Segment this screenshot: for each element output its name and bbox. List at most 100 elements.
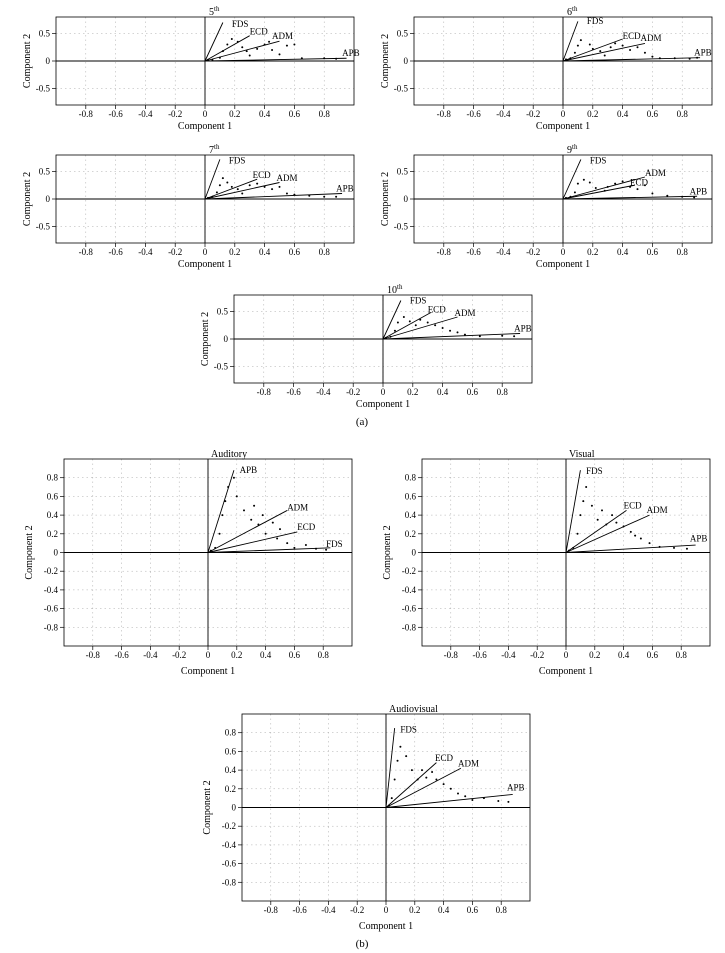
svg-text:0: 0 — [203, 247, 208, 257]
svg-text:0: 0 — [206, 650, 211, 660]
svg-text:0.5: 0.5 — [217, 307, 229, 317]
svg-text:-0.8: -0.8 — [264, 905, 279, 915]
svg-text:-0.2: -0.2 — [168, 247, 182, 257]
svg-text:0.4: 0.4 — [225, 765, 237, 775]
x-axis-label: Component 1 — [536, 121, 590, 132]
vector-label-ecd: ECD — [297, 522, 316, 532]
svg-text:0.6: 0.6 — [405, 491, 417, 501]
svg-text:0: 0 — [404, 56, 409, 66]
svg-text:0: 0 — [384, 905, 389, 915]
svg-text:-0.6: -0.6 — [466, 247, 481, 257]
svg-text:0: 0 — [404, 194, 409, 204]
svg-text:0: 0 — [561, 109, 566, 119]
svg-text:0.6: 0.6 — [225, 746, 237, 756]
x-axis-label: Component 1 — [539, 666, 593, 677]
svg-text:0.6: 0.6 — [467, 387, 479, 397]
svg-text:-0.8: -0.8 — [257, 387, 272, 397]
svg-text:-0.4: -0.4 — [321, 905, 336, 915]
vector-label-ecd: ECD — [630, 177, 649, 187]
vector-label-apb: APB — [507, 783, 525, 793]
svg-text:0.8: 0.8 — [677, 109, 689, 119]
panel-pVis: -0.8-0.6-0.4-0.200.20.40.60.8-0.8-0.6-0.… — [380, 445, 718, 680]
y-axis-label: Component 2 — [22, 172, 33, 226]
x-axis-label: Component 1 — [178, 259, 232, 270]
svg-text:0: 0 — [46, 194, 51, 204]
vector-label-apb: APB — [690, 187, 708, 197]
vector-label-adm: ADM — [640, 33, 661, 43]
svg-text:0.2: 0.2 — [231, 650, 242, 660]
y-axis-label: Component 2 — [380, 34, 391, 88]
svg-text:0.6: 0.6 — [289, 650, 301, 660]
svg-text:-0.8: -0.8 — [44, 622, 59, 632]
svg-text:-0.4: -0.4 — [143, 650, 158, 660]
panel-title: Visual — [569, 449, 595, 460]
svg-text:-0.8: -0.8 — [402, 622, 417, 632]
svg-text:0.5: 0.5 — [39, 167, 51, 177]
svg-text:-0.2: -0.2 — [172, 650, 186, 660]
svg-text:-0.4: -0.4 — [496, 109, 511, 119]
section-label: (a) — [347, 416, 377, 428]
svg-text:0.4: 0.4 — [259, 109, 271, 119]
vector-label-apb: APB — [342, 48, 360, 58]
svg-text:-0.2: -0.2 — [526, 247, 540, 257]
svg-text:-0.2: -0.2 — [222, 821, 236, 831]
svg-text:0.2: 0.2 — [587, 247, 598, 257]
svg-text:0.2: 0.2 — [229, 109, 240, 119]
vector-label-ecd: ECD — [253, 170, 272, 180]
svg-text:0.5: 0.5 — [397, 167, 409, 177]
panel-title: 6th — [567, 5, 578, 18]
svg-text:0.2: 0.2 — [47, 529, 58, 539]
svg-text:-0.6: -0.6 — [44, 604, 59, 614]
svg-text:0.6: 0.6 — [47, 491, 59, 501]
svg-text:-0.6: -0.6 — [286, 387, 301, 397]
panel-p5th: -0.8-0.6-0.4-0.200.20.40.60.8-0.500.5Com… — [22, 5, 360, 135]
svg-text:-0.4: -0.4 — [44, 585, 59, 595]
panel-title: 10th — [387, 283, 403, 296]
x-axis-label: Component 1 — [359, 921, 413, 932]
vector-label-apb: APB — [336, 183, 354, 193]
svg-text:0.8: 0.8 — [497, 387, 509, 397]
svg-text:0.8: 0.8 — [47, 473, 59, 483]
x-axis-label: Component 1 — [536, 259, 590, 270]
svg-text:-0.2: -0.2 — [530, 650, 544, 660]
svg-text:-0.4: -0.4 — [402, 585, 417, 595]
svg-text:0.2: 0.2 — [587, 109, 598, 119]
vector-label-fds: FDS — [587, 16, 604, 26]
svg-text:0.4: 0.4 — [617, 247, 629, 257]
vector-label-fds: FDS — [586, 466, 603, 476]
svg-text:-0.8: -0.8 — [79, 109, 94, 119]
canvas: -0.8 -0.6 -0.4 -0.2 0 0.2 0.4 0.6 0.8 -0.5 0 0.5 Com… — [0, 0, 725, 953]
svg-text:-0.5: -0.5 — [36, 84, 51, 94]
vector-label-ecd: ECD — [428, 305, 447, 315]
svg-text:0.8: 0.8 — [225, 728, 237, 738]
svg-text:0.6: 0.6 — [289, 109, 301, 119]
svg-text:-0.6: -0.6 — [402, 604, 417, 614]
svg-text:0.8: 0.8 — [676, 650, 688, 660]
vector-label-adm: ADM — [455, 308, 476, 318]
svg-text:-0.4: -0.4 — [316, 387, 331, 397]
vector-label-fds: FDS — [232, 19, 249, 29]
vector-label-ecd: ECD — [250, 27, 269, 37]
svg-text:-0.6: -0.6 — [114, 650, 129, 660]
svg-text:0: 0 — [412, 548, 417, 558]
svg-text:-0.4: -0.4 — [501, 650, 516, 660]
svg-text:-0.6: -0.6 — [292, 905, 307, 915]
svg-text:0: 0 — [203, 109, 208, 119]
svg-text:0.6: 0.6 — [647, 650, 659, 660]
svg-text:-0.6: -0.6 — [108, 109, 123, 119]
svg-text:0.4: 0.4 — [618, 650, 630, 660]
panel-pAud: -0.8-0.6-0.4-0.200.20.40.60.8-0.8-0.6-0.… — [22, 445, 360, 680]
svg-text:-0.8: -0.8 — [86, 650, 101, 660]
svg-text:-0.2: -0.2 — [346, 387, 360, 397]
vector-label-ecd: ECD — [435, 753, 454, 763]
vector-label-adm: ADM — [277, 173, 298, 183]
svg-text:0.4: 0.4 — [437, 387, 449, 397]
svg-text:-0.8: -0.8 — [222, 877, 237, 887]
panel-p6th: -0.8-0.6-0.4-0.200.20.40.60.8-0.500.5Com… — [380, 5, 718, 135]
vector-label-fds: FDS — [590, 155, 607, 165]
vector-label-fds: FDS — [400, 725, 417, 735]
svg-text:-0.4: -0.4 — [138, 109, 153, 119]
svg-text:-0.6: -0.6 — [466, 109, 481, 119]
svg-text:-0.8: -0.8 — [437, 109, 452, 119]
x-axis-label: Component 1 — [178, 121, 232, 132]
